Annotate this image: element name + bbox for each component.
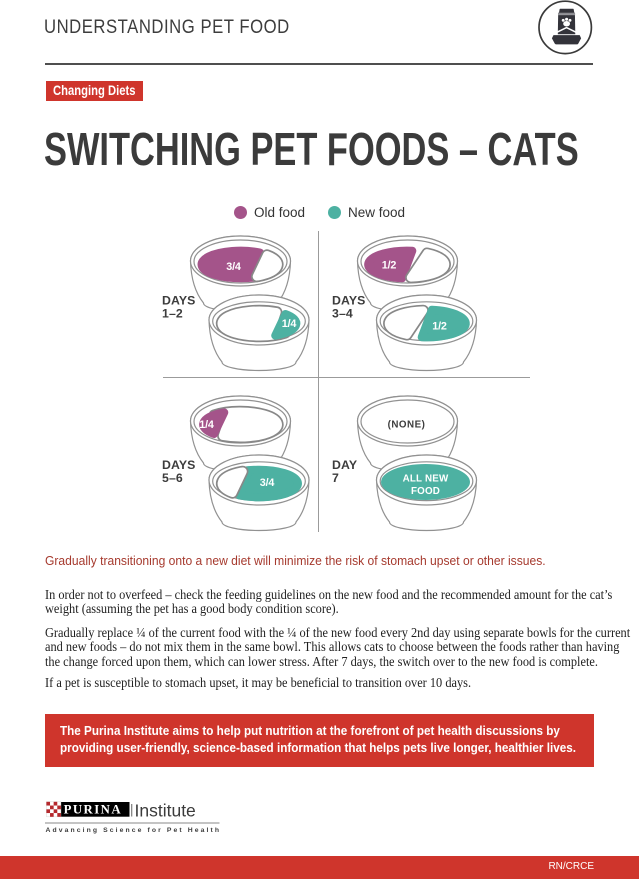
svg-text:PURINA: PURINA (64, 802, 122, 816)
svg-text:DAYS: DAYS (162, 294, 195, 308)
svg-text:DAYS: DAYS (162, 458, 195, 472)
svg-text:1/4: 1/4 (199, 419, 214, 431)
svg-text:Institute: Institute (135, 801, 196, 821)
svg-text:3–4: 3–4 (332, 307, 353, 321)
svg-text:Advancing Science for Pet Heal: Advancing Science for Pet Health (46, 827, 222, 834)
svg-text:3/4: 3/4 (260, 477, 275, 489)
svg-text:DAY: DAY (332, 458, 357, 472)
svg-text:1/2: 1/2 (432, 321, 447, 333)
svg-text:1/2: 1/2 (382, 260, 397, 272)
svg-text:FOOD: FOOD (411, 486, 440, 497)
svg-text:7: 7 (332, 471, 339, 485)
svg-text:ALL NEW: ALL NEW (403, 474, 449, 485)
svg-text:(NONE): (NONE) (388, 420, 426, 431)
svg-text:1–2: 1–2 (162, 307, 183, 321)
svg-text:1/4: 1/4 (282, 318, 297, 330)
svg-text:DAYS: DAYS (332, 294, 365, 308)
svg-text:5–6: 5–6 (162, 471, 183, 485)
svg-text:3/4: 3/4 (226, 261, 241, 273)
